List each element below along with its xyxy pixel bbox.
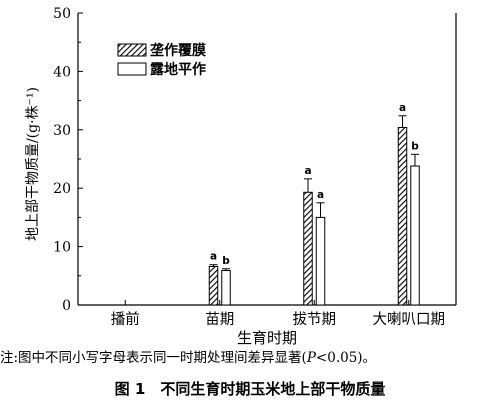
significance-label: a <box>317 189 324 201</box>
legend-label: 露地平作 <box>150 61 206 78</box>
significance-label: a <box>304 165 311 177</box>
y-tick-label: 10 <box>53 240 71 256</box>
bar <box>221 270 231 306</box>
bar <box>303 191 313 306</box>
bar <box>208 265 219 306</box>
figure-caption: 图 1 不同生育时期玉米地上部干物质量 <box>114 380 386 398</box>
legend-swatch <box>117 43 147 57</box>
y-tick-label: 40 <box>53 64 71 80</box>
figure-note: 注:图中不同小写字母表示同一时期处理间差异显著(P<0.05)。 <box>0 350 377 366</box>
y-tick-label: 0 <box>62 298 71 314</box>
y-axis-title: 地上部干物质量/(g·株⁻¹) <box>25 87 41 241</box>
x-tick-label: 苗期 <box>205 311 234 328</box>
bar <box>410 165 420 306</box>
x-axis-title: 生育时期 <box>237 329 297 345</box>
legend-swatch <box>117 62 147 76</box>
significance-label: b <box>222 255 230 267</box>
x-tick-label: 拔节期 <box>293 311 337 328</box>
legend-label: 垄作覆膜 <box>150 42 206 59</box>
significance-label: a <box>210 251 217 263</box>
significance-label: b <box>411 140 419 152</box>
y-tick-label: 20 <box>53 181 71 197</box>
bar <box>315 216 326 306</box>
x-tick-label: 大喇叭口期 <box>373 311 446 328</box>
y-tick-label: 30 <box>53 123 71 139</box>
x-tick-label: 播前 <box>111 311 140 328</box>
significance-label: a <box>399 102 406 114</box>
bar <box>397 126 408 306</box>
bar-chart: 0 10 20 30 40 50 地上部干物质量/(g·株⁻¹) 播前 苗期 拔节期 大喇叭口期生育… <box>25 6 457 345</box>
y-tick-label: 50 <box>53 6 71 22</box>
axes: 0 10 20 30 40 50 地上部干物质量/(g·株⁻¹) 播前 苗期 拔节期 大喇叭口期生育… <box>25 6 457 345</box>
